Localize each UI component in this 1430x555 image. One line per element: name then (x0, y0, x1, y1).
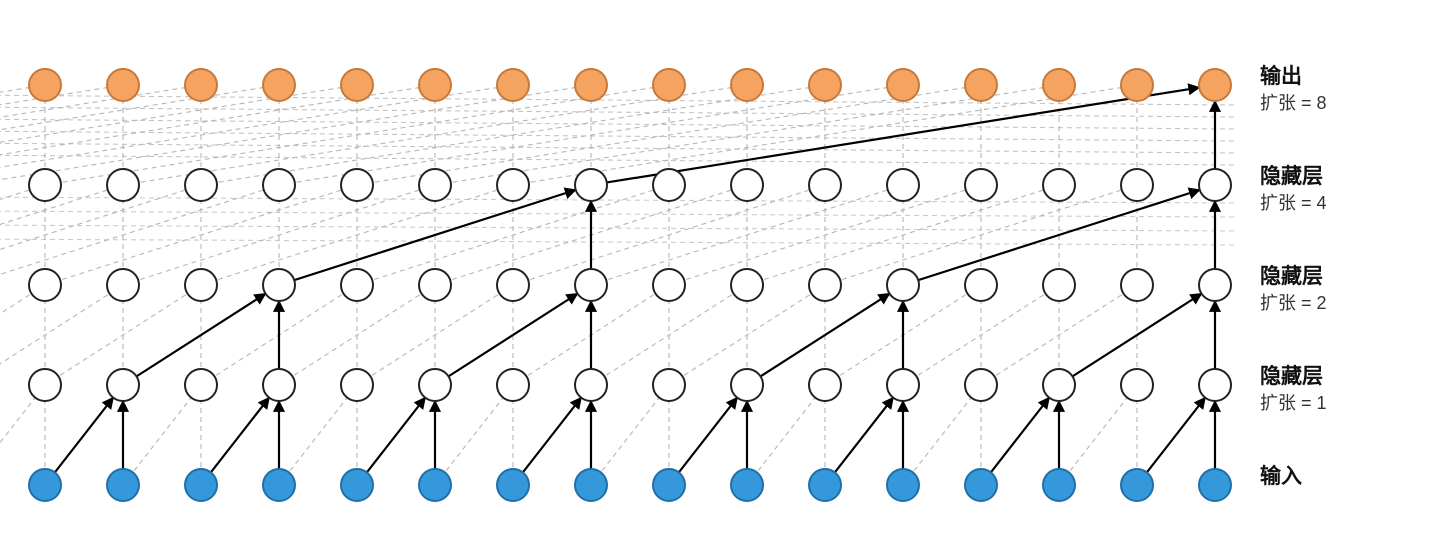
input-node (29, 469, 61, 501)
hidden3-node (419, 169, 451, 201)
labels: 输出扩张 = 8隐藏层扩张 = 4隐藏层扩张 = 2隐藏层扩张 = 1输入 (1260, 64, 1327, 488)
input-node (107, 469, 139, 501)
hidden1-node (419, 369, 451, 401)
hidden1-node (107, 369, 139, 401)
label-input-title: 输入 (1260, 464, 1302, 488)
output-node (965, 69, 997, 101)
label-hidden1-title: 隐藏层 (1260, 365, 1323, 388)
label-hidden1-sub: 扩张 = 1 (1260, 393, 1327, 413)
hidden1-node (185, 369, 217, 401)
input-node (731, 469, 763, 501)
label-hidden3-sub: 扩张 = 4 (1260, 193, 1327, 213)
hidden1-node (1121, 369, 1153, 401)
label-output-title: 输出 (1260, 64, 1302, 88)
input-node (575, 469, 607, 501)
input-node (887, 469, 919, 501)
input-node (809, 469, 841, 501)
hidden2-node (887, 269, 919, 301)
hidden1-node (341, 369, 373, 401)
hidden1-node (29, 369, 61, 401)
output-node (731, 69, 763, 101)
label-hidden2-title: 隐藏层 (1260, 265, 1323, 288)
hidden2-node (341, 269, 373, 301)
hidden3-node (497, 169, 529, 201)
input-node (1043, 469, 1075, 501)
input-node (1121, 469, 1153, 501)
hidden1-node (809, 369, 841, 401)
hidden2-node (653, 269, 685, 301)
output-node (653, 69, 685, 101)
hidden3-node (731, 169, 763, 201)
hidden1-node (887, 369, 919, 401)
output-node (1121, 69, 1153, 101)
hidden3-node (809, 169, 841, 201)
hidden2-node (419, 269, 451, 301)
input-node (965, 469, 997, 501)
hidden2-node (263, 269, 295, 301)
hidden2-node (1043, 269, 1075, 301)
output-node (575, 69, 607, 101)
hidden1-node (965, 369, 997, 401)
output-node (419, 69, 451, 101)
output-node (497, 69, 529, 101)
hidden2-node (731, 269, 763, 301)
hidden2-node (809, 269, 841, 301)
hidden1-node (263, 369, 295, 401)
output-node (29, 69, 61, 101)
hidden2-node (1121, 269, 1153, 301)
input-node (341, 469, 373, 501)
hidden3-node (575, 169, 607, 201)
hidden1-node (731, 369, 763, 401)
dilated-causal-conv-diagram: 输出扩张 = 8隐藏层扩张 = 4隐藏层扩张 = 2隐藏层扩张 = 1输入 (0, 0, 1430, 555)
output-node (1199, 69, 1231, 101)
output-node (107, 69, 139, 101)
hidden3-node (653, 169, 685, 201)
hidden3-node (29, 169, 61, 201)
hidden3-node (1043, 169, 1075, 201)
hidden3-node (887, 169, 919, 201)
hidden3-node (341, 169, 373, 201)
output-node (887, 69, 919, 101)
label-hidden2-sub: 扩张 = 2 (1260, 293, 1327, 313)
hidden1-node (575, 369, 607, 401)
hidden3-node (1199, 169, 1231, 201)
hidden1-node (497, 369, 529, 401)
label-output-sub: 扩张 = 8 (1260, 93, 1327, 113)
hidden1-node (1199, 369, 1231, 401)
hidden2-node (29, 269, 61, 301)
hidden3-node (1121, 169, 1153, 201)
hidden3-node (185, 169, 217, 201)
hidden1-node (1043, 369, 1075, 401)
input-node (185, 469, 217, 501)
hidden2-node (1199, 269, 1231, 301)
hidden3-node (263, 169, 295, 201)
hidden2-node (497, 269, 529, 301)
label-hidden3-title: 隐藏层 (1260, 165, 1323, 188)
output-node (263, 69, 295, 101)
input-node (1199, 469, 1231, 501)
hidden2-node (965, 269, 997, 301)
hidden2-node (185, 269, 217, 301)
input-node (653, 469, 685, 501)
output-node (1043, 69, 1075, 101)
input-node (497, 469, 529, 501)
diagram-svg: 输出扩张 = 8隐藏层扩张 = 4隐藏层扩张 = 2隐藏层扩张 = 1输入 (0, 0, 1430, 555)
input-node (419, 469, 451, 501)
hidden1-node (653, 369, 685, 401)
hidden2-node (107, 269, 139, 301)
hidden3-node (965, 169, 997, 201)
hidden3-node (107, 169, 139, 201)
solid-edges (55, 88, 1215, 473)
output-node (341, 69, 373, 101)
input-node (263, 469, 295, 501)
hidden2-node (575, 269, 607, 301)
output-node (185, 69, 217, 101)
output-node (809, 69, 841, 101)
